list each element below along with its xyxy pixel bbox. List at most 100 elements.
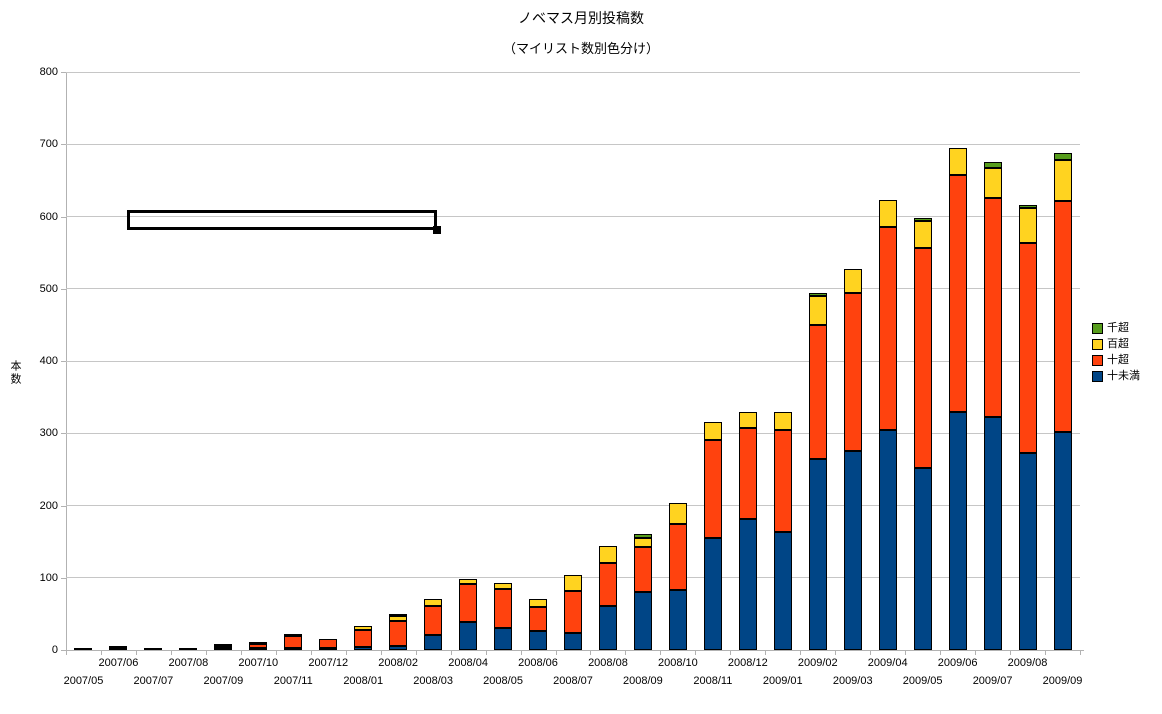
annotation-rectangle[interactable] (127, 210, 437, 230)
bar-segment (214, 646, 233, 648)
bar-segment (598, 605, 617, 650)
bar-segment (459, 583, 478, 622)
bar-segment (913, 217, 932, 221)
x-tick-label: 2007/12 (308, 657, 349, 669)
bar-segment (354, 629, 373, 648)
bar-segment (1018, 207, 1037, 244)
x-tick-label: 2008/06 (518, 657, 558, 669)
bar-segment (948, 175, 967, 412)
x-tick-label: 2007/07 (133, 675, 174, 687)
bar-segment (773, 531, 792, 650)
bar-segment (983, 168, 1002, 198)
x-axis-tick (1080, 651, 1081, 655)
bar-segment (319, 648, 338, 650)
bar-segment (354, 626, 373, 630)
x-tick-label: 2007/08 (168, 657, 209, 669)
x-tick-label: 2009/01 (762, 675, 803, 687)
chart-subtitle: （マイリスト数別色分け） (502, 41, 659, 56)
x-axis-tick (100, 651, 102, 655)
bar-segment (459, 621, 478, 650)
x-tick-label: 2009/07 (972, 675, 1013, 687)
x-tick-label: 2007/09 (203, 675, 244, 687)
gridline (66, 432, 1080, 434)
bar-segment (808, 293, 827, 296)
x-tick-label: 2009/08 (1007, 657, 1048, 669)
y-axis-tick (61, 361, 66, 362)
bar-segment (389, 614, 408, 617)
legend-label: 百超 (1107, 338, 1129, 350)
x-axis-line (62, 650, 1084, 651)
x-tick-label: 2009/02 (797, 657, 838, 669)
bar-segment (459, 579, 478, 584)
legend-item: 百超 (1092, 339, 1140, 350)
y-tick-label: 0 (51, 644, 58, 656)
x-axis-tick (1045, 651, 1047, 655)
bar-segment (494, 582, 513, 589)
bar-segment (214, 648, 233, 650)
bar-segment (738, 519, 757, 650)
bar-segment (913, 467, 932, 650)
x-axis-tick (590, 651, 592, 655)
bar-column (249, 642, 268, 650)
bar-column (703, 422, 722, 650)
bar-segment (214, 644, 233, 646)
bar-column (983, 161, 1002, 650)
legend: 千超 百超 十超 十未満 (1092, 323, 1140, 382)
y-tick-label: 200 (39, 499, 58, 512)
bar-segment (179, 648, 198, 650)
bar-segment (843, 293, 862, 451)
bar-segment (1018, 453, 1037, 650)
bar-segment (703, 440, 722, 539)
bar-column (948, 147, 967, 650)
gridline (66, 505, 1080, 506)
bar-segment (598, 563, 617, 606)
bar-segment (319, 639, 338, 648)
x-tick-label: 2008/10 (658, 657, 698, 669)
bar-segment (354, 647, 373, 650)
bar-segment (494, 588, 513, 629)
bar-segment (424, 605, 443, 635)
bar-segment (598, 545, 617, 564)
y-axis-tick (61, 144, 66, 146)
y-axis-tick (61, 433, 66, 435)
x-axis-tick (695, 651, 697, 655)
x-axis-tick (310, 651, 312, 655)
legend-item: 十超 (1092, 355, 1140, 366)
legend-label: 十超 (1107, 354, 1129, 366)
x-tick-label: 2009/06 (937, 657, 978, 669)
gridline (66, 216, 1080, 217)
x-axis-tick (485, 651, 487, 655)
bar-segment (703, 422, 722, 441)
x-axis-tick (170, 651, 172, 655)
bar-segment (109, 648, 128, 650)
x-tick-label: 2009/09 (1042, 675, 1083, 687)
legend-label: 千超 (1107, 322, 1129, 334)
y-tick-label: 500 (39, 282, 58, 295)
bar-segment (249, 648, 268, 650)
y-tick-label: 400 (39, 355, 58, 367)
bar-segment (389, 621, 408, 646)
bar-segment (808, 296, 827, 325)
bar-segment (74, 648, 93, 650)
bar-segment (983, 161, 1002, 169)
x-axis-tick (625, 651, 627, 655)
legend-item: 十未満 (1092, 371, 1140, 382)
bar-segment (773, 429, 792, 532)
bar-segment (808, 458, 827, 650)
bar-segment (983, 197, 1002, 417)
x-tick-label: 2008/08 (588, 657, 628, 669)
bar-segment (633, 592, 652, 650)
x-tick-label: 2008/12 (727, 657, 768, 669)
legend-swatch-icon (1092, 355, 1103, 366)
x-tick-label: 2008/01 (343, 675, 384, 687)
legend-swatch-icon (1092, 323, 1103, 334)
bar-segment (843, 269, 862, 294)
y-tick-label: 700 (39, 138, 58, 151)
bar-column (564, 574, 582, 650)
bar-segment (948, 147, 967, 176)
bar-column (529, 599, 548, 650)
annotation-resize-handle[interactable] (433, 226, 441, 234)
bar-segment (808, 324, 827, 459)
bar-segment (843, 450, 862, 650)
bar-segment (494, 628, 513, 650)
